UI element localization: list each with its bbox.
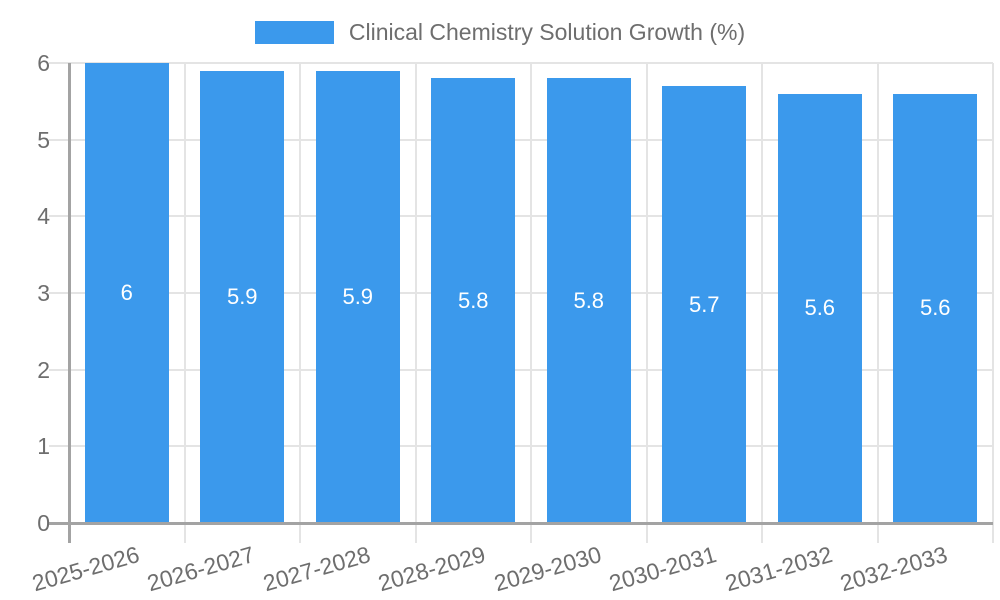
x-grid-line [645, 63, 648, 543]
y-tick-label: 0 [37, 510, 50, 536]
bar-value-label: 5.8 [573, 287, 605, 313]
bar[interactable] [662, 86, 747, 523]
bar[interactable] [431, 78, 516, 523]
y-tick-label: 6 [37, 50, 50, 76]
y-grid-line [49, 215, 993, 218]
bar-value-label: 6 [120, 280, 133, 305]
x-grid-line [183, 63, 186, 543]
bar[interactable] [893, 93, 978, 523]
y-grid-line [49, 368, 993, 371]
legend-label: Clinical Chemistry Solution Growth (%) [348, 19, 746, 45]
x-tick-label: 2025-2026 [29, 541, 142, 597]
bar-value-label: 5.7 [688, 291, 720, 317]
bar[interactable] [777, 93, 862, 523]
bar-value-label: 5.6 [804, 295, 836, 321]
x-tick-label: 2027-2028 [260, 541, 373, 597]
bar[interactable] [84, 63, 169, 523]
x-grid-line [299, 63, 301, 543]
legend-color-swatch [254, 21, 334, 44]
y-grid-line [49, 138, 993, 141]
x-grid-line [530, 63, 532, 543]
x-tick-label: 2026-2027 [144, 541, 258, 597]
y-tick-label: 4 [37, 203, 50, 230]
bar-value-label: 5.6 [919, 295, 951, 321]
chart-legend[interactable]: Clinical Chemistry Solution Growth (%) [0, 20, 1000, 45]
x-grid-line [876, 63, 879, 543]
y-tick-label: 2 [37, 356, 50, 383]
y-tick-label: 1 [37, 433, 50, 460]
bar[interactable] [546, 78, 631, 523]
bar-value-label: 5.9 [342, 283, 374, 309]
y-grid-line [49, 445, 993, 448]
y-tick-label: 5 [37, 126, 50, 153]
x-axis-baseline [49, 521, 993, 525]
x-tick-label: 2028-2029 [375, 541, 489, 597]
x-grid-line [761, 63, 763, 543]
x-tick-label: 2031-2032 [722, 541, 835, 597]
bar-value-label: 5.9 [226, 283, 258, 309]
x-tick-label: 2029-2030 [491, 541, 604, 597]
bar-value-label: 5.8 [457, 287, 489, 313]
x-grid-line [414, 63, 417, 543]
y-grid-line [49, 292, 993, 294]
bar[interactable] [315, 70, 400, 523]
bar[interactable] [200, 70, 285, 523]
y-axis-line [67, 63, 71, 543]
x-tick-label: 2032-2033 [837, 541, 951, 597]
x-grid-line [992, 63, 994, 543]
y-tick-label: 3 [37, 280, 50, 306]
x-tick-label: 2030-2031 [606, 541, 720, 597]
y-grid-line [49, 62, 993, 64]
